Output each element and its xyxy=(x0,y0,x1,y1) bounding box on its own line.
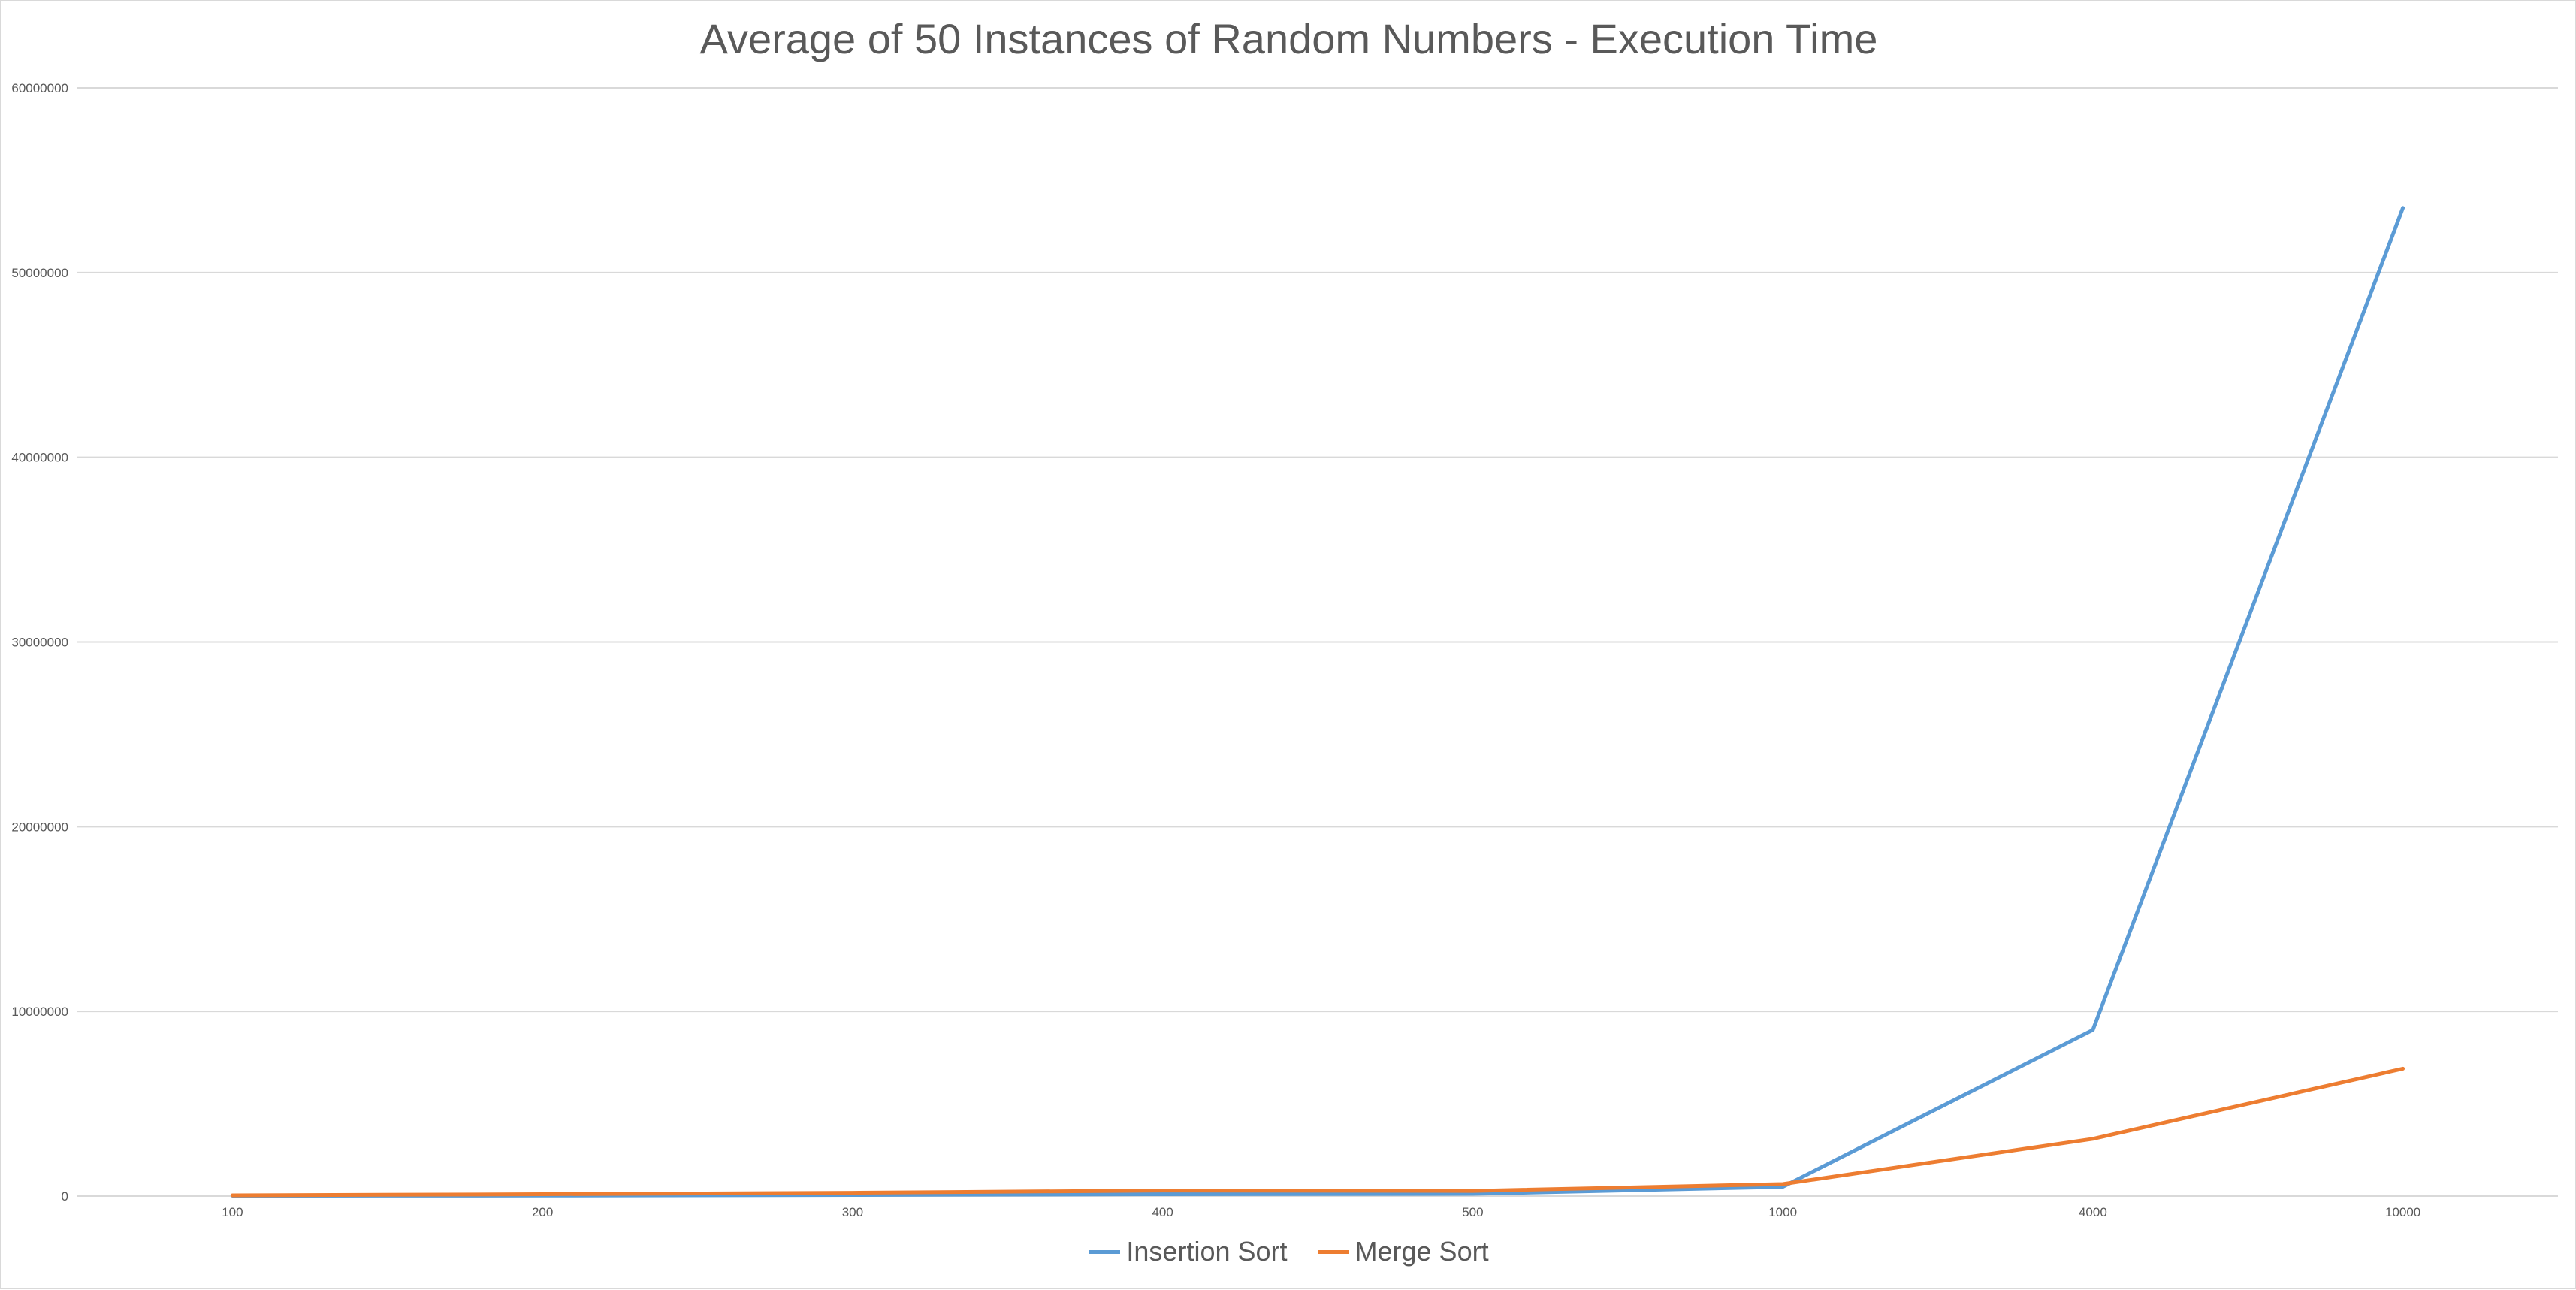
gridlines xyxy=(77,87,2558,1197)
x-tick-label-7: 10000 xyxy=(2385,1205,2420,1219)
x-tick-label-1: 200 xyxy=(532,1205,553,1219)
legend-entry-insertion-sort: Insertion Sort xyxy=(1089,1236,1288,1267)
series-lines xyxy=(230,206,2405,1198)
y-tick-label-2: 20000000 xyxy=(11,820,68,834)
y-tick-label-1: 10000000 xyxy=(11,1005,68,1019)
legend-entry-merge-sort: Merge Sort xyxy=(1317,1236,1489,1267)
legend-label-insertion-sort: Insertion Sort xyxy=(1126,1236,1288,1267)
y-tick-label-5: 50000000 xyxy=(11,266,68,280)
legend-swatch-merge-sort xyxy=(1317,1249,1349,1254)
legend: Insertion Sort Merge Sort xyxy=(1,1236,2576,1267)
y-tick-label-3: 30000000 xyxy=(11,636,68,650)
x-tick-label-5: 1000 xyxy=(1768,1205,1797,1219)
y-tick-label-0: 0 xyxy=(62,1189,68,1204)
series-line-insertion-sort xyxy=(230,206,2405,1198)
x-tick-label-6: 4000 xyxy=(2079,1205,2107,1219)
y-axis-ticks: 0 10000000 20000000 30000000 40000000 5000000… xyxy=(11,81,68,1204)
chart-title: Average of 50 Instances of Random Number… xyxy=(699,15,1878,62)
legend-label-merge-sort: Merge Sort xyxy=(1354,1236,1489,1267)
x-tick-label-2: 300 xyxy=(842,1205,863,1219)
y-tick-label-4: 40000000 xyxy=(11,451,68,465)
series-line-merge-sort xyxy=(230,1066,2405,1198)
y-tick-label-6: 60000000 xyxy=(11,81,68,95)
x-tick-label-0: 100 xyxy=(222,1205,243,1219)
legend-swatch-insertion-sort xyxy=(1089,1249,1121,1254)
x-axis-ticks: 100 200 300 400 500 1000 4000 10000 xyxy=(222,1205,2420,1219)
x-tick-label-3: 400 xyxy=(1152,1205,1173,1219)
x-tick-label-4: 500 xyxy=(1462,1205,1483,1219)
